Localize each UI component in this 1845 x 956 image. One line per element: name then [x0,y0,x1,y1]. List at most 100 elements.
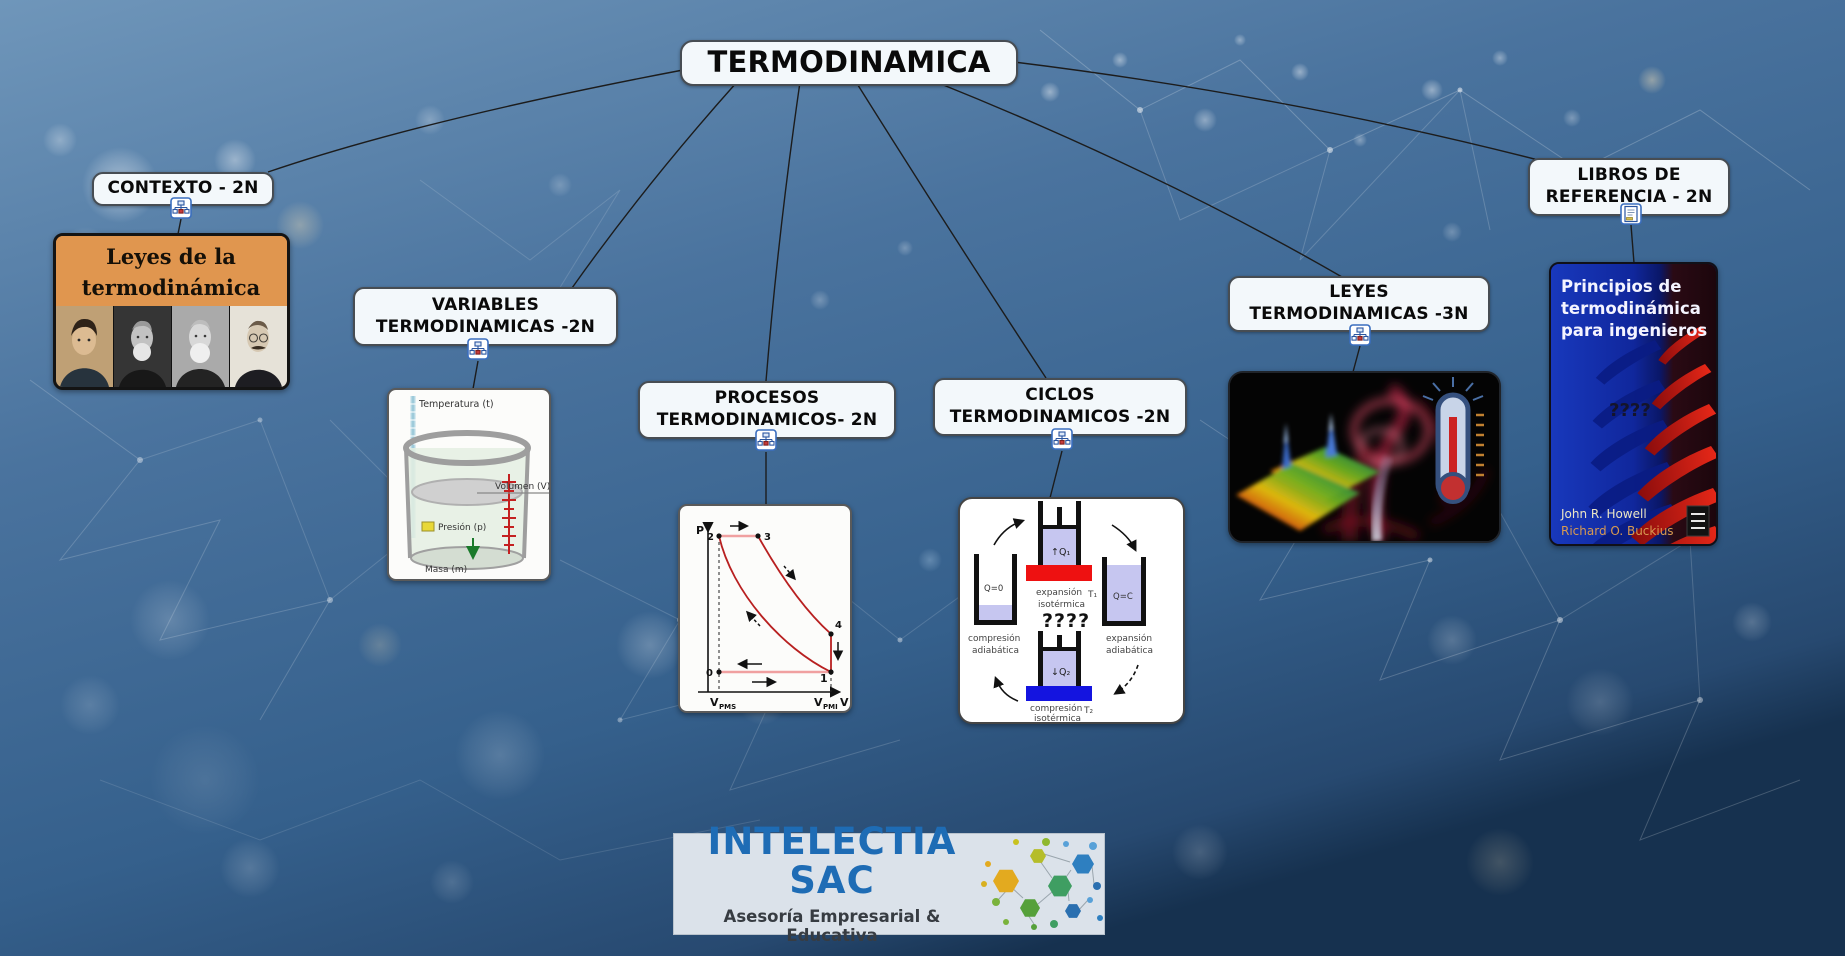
pv-tick-left: V [710,696,719,709]
procesos-image[interactable]: P V [678,504,852,713]
intelectia-logo: INTELECTIA SAC Asesoría Empresarial & Ed… [673,822,1105,945]
node-variables[interactable]: VARIABLES TERMODINAMICAS -2N [353,287,618,346]
book-unknown: ???? [1609,400,1651,421]
q1-label: ↑Q₁ [1051,547,1070,558]
leyes-image[interactable] [1228,371,1501,543]
presion-marker [421,521,435,532]
pv-point-1: 1 [820,672,828,685]
contexto-caption-2: termodinámica [82,275,261,300]
ciclos-top-1: expansión [1036,587,1082,598]
portrait-joule [114,306,171,387]
document-page-icon[interactable] [1620,203,1642,225]
node-ciclos-label-1: CICLOS [1025,385,1095,406]
book-title-2: termodinámica [1561,299,1701,318]
brand-tagline: Asesoría Empresarial & Educativa [723,906,941,945]
beaker-illustration: Temperatura (t) [403,396,549,575]
pv-point-2: 2 [707,532,714,543]
subtree-icon[interactable] [467,338,489,360]
hot-reservoir [1026,565,1092,581]
heatmap-surface [1236,413,1380,531]
brand-name: INTELECTIA SAC [707,820,957,902]
variables-image[interactable]: Temperatura (t) [387,388,551,581]
cold-reservoir [1026,686,1092,701]
ciclos-top-2: isotérmica [1038,599,1085,610]
hex-olive [1030,849,1046,863]
node-variables-label-2: TERMODINAMICAS -2N [375,316,596,337]
thermometer-icon [1422,377,1484,504]
ciclos-left-1: compresión [968,633,1020,644]
hex-blue [1072,854,1094,874]
hex-teal [1048,875,1072,897]
node-variables-label-1: VARIABLES [431,294,540,315]
ciclos-unknown: ???? [1042,610,1090,632]
book-title-3: para ingenieros [1561,321,1707,340]
node-ciclos-label-2: TERMODINAMICOS -2N [949,407,1171,427]
pv-point-0: 0 [706,668,713,679]
book-cover: Principios de termodinámica para ingenie… [1551,264,1716,544]
node-procesos-label-1: PROCESOS [714,388,820,409]
book-author-1: John R. Howell [1560,507,1647,521]
q2-label: ↓Q₂ [1051,667,1070,678]
cylinder-bottom: ↓Q₂ [1026,631,1092,701]
blue-smoke-column [1371,455,1393,541]
node-procesos-label-2: TERMODINAMICOS- 2N [656,410,878,430]
subtree-icon[interactable] [1051,428,1073,450]
presion-label: Presión (p) [438,522,486,533]
q0-label: Q=0 [984,584,1003,594]
pv-tick-right: V [814,696,823,709]
pv-tick-right-sub: PMI [823,703,838,711]
pv-point-3: 3 [764,532,771,543]
contexto-caption-1: Leyes de la [106,244,236,269]
pv-y-label: P [696,524,704,537]
temperatura-label: Temperatura (t) [418,399,494,410]
ciclos-image[interactable]: ↑Q₁ expansión T₁ isotérmica ???? Q=C exp… [958,497,1185,724]
hex-green [1020,899,1040,917]
node-libros-label-2: REFERENCIA - 2N [1545,187,1713,207]
cylinder-left: Q=0 [974,554,1017,625]
portrait-clausius [172,306,229,387]
libros-image[interactable]: Principios de termodinámica para ingenie… [1549,262,1718,546]
ciclos-bottom-2: isotérmica [1034,713,1081,722]
ciclos-right-2: adiabática [1106,646,1153,656]
ciclos-left-2: adiabática [972,646,1019,656]
ciclos-bottom-1: compresión [1030,703,1082,714]
subtree-icon[interactable] [170,197,192,219]
contexto-image[interactable]: Leyes de la termodinámica [53,233,290,390]
orange-header [56,236,287,306]
cylinder-top: ↑Q₁ [1026,501,1092,581]
portrait-carnot [56,306,113,387]
qc-label: Q=C [1113,592,1133,602]
pv-diagram: P V [696,520,849,711]
portrait-planck [230,306,287,387]
book-author-2: Richard O. Buckius [1561,524,1674,538]
pv-x-label: V [840,696,849,709]
book-title-1: Principios de [1561,277,1681,296]
hex-yellow [993,869,1019,893]
node-leyes-label-1: LEYES [1329,282,1389,303]
volumen-label: Volumen (V) [495,482,549,492]
hex-blue-small [1065,904,1081,918]
thermometer-ticks [1476,413,1484,477]
ciclos-top-t: T₁ [1087,590,1097,600]
node-termodinamica-label: TERMODINAMICA [707,45,991,80]
subtree-icon[interactable] [755,429,777,451]
beaker-icon [403,430,531,570]
cylinder-right: Q=C [1102,557,1146,626]
logo-text-block: INTELECTIA SAC Asesoría Empresarial & Ed… [674,820,976,945]
node-contexto-label: CONTEXTO - 2N [107,178,259,199]
subtree-icon[interactable] [1349,324,1371,346]
node-termodinamica[interactable]: TERMODINAMICA [680,40,1018,86]
red-scale-icon [502,474,516,554]
node-libros-label-1: LIBROS DE [1577,165,1681,186]
node-leyes[interactable]: LEYES TERMODINAMICAS -3N [1228,276,1490,332]
node-leyes-label-2: TERMODINAMICAS -3N [1249,304,1469,324]
pv-tick-left-sub: PMS [719,703,736,711]
network-dots [981,838,1103,930]
ciclos-bottom-t: T₂ [1083,706,1093,716]
pv-point-4: 4 [835,620,842,631]
node-ciclos[interactable]: CICLOS TERMODINAMICOS -2N [933,378,1187,436]
hexagon-network-icon [976,834,1104,934]
publisher-logo-icon [1686,505,1710,537]
ciclos-right-1: expansión [1106,633,1152,644]
